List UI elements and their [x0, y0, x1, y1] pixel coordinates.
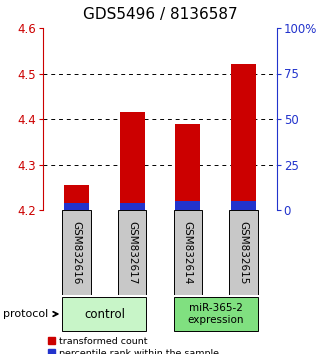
Text: GSM832615: GSM832615 [238, 221, 248, 284]
Bar [118, 210, 146, 295]
Text: control: control [84, 308, 125, 320]
Text: GSM832616: GSM832616 [72, 221, 82, 284]
Text: protocol: protocol [3, 309, 48, 319]
Bar [62, 210, 91, 295]
Bar [175, 124, 200, 210]
Bar [231, 64, 256, 210]
Bar [120, 203, 145, 210]
Bar [62, 297, 146, 331]
Bar [229, 210, 258, 295]
Legend: transformed count, percentile rank within the sample: transformed count, percentile rank withi… [48, 337, 219, 354]
Bar [174, 297, 258, 331]
Text: GSM832617: GSM832617 [127, 221, 137, 284]
Bar [120, 112, 145, 210]
Text: miR-365-2
expression: miR-365-2 expression [188, 303, 244, 325]
Bar [174, 210, 202, 295]
Bar [64, 203, 89, 210]
Bar [175, 201, 200, 210]
Bar [231, 201, 256, 210]
Text: GSM832614: GSM832614 [183, 221, 193, 284]
Text: GDS5496 / 8136587: GDS5496 / 8136587 [83, 6, 237, 22]
Bar [64, 185, 89, 210]
